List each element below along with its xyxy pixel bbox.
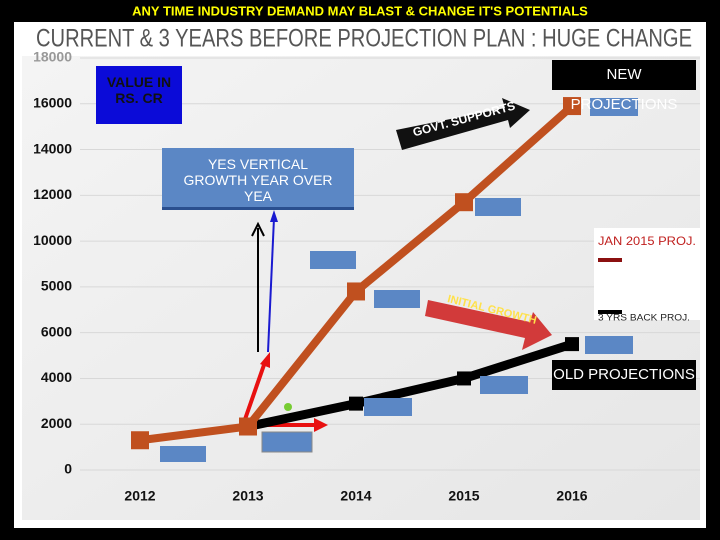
label-boxes (160, 98, 638, 462)
label-box (364, 398, 412, 416)
red-arrow (241, 361, 267, 426)
point-marker (239, 417, 257, 436)
label-box (475, 198, 521, 216)
y-tick-label: 12000 (33, 186, 72, 202)
label-box (160, 446, 206, 462)
label-box (585, 336, 633, 354)
point-marker (131, 431, 149, 450)
y-tick-label: 10000 (33, 232, 72, 248)
legend: JAN 2015 PROJ. 3 YRS BACK PROJ. (594, 228, 700, 322)
label-box (480, 376, 528, 394)
decorations (241, 98, 552, 432)
y-tick-label: 4000 (41, 369, 72, 385)
point-marker (457, 371, 471, 386)
black-arrow-head (251, 221, 265, 237)
legend-box (594, 228, 700, 320)
chart-title: CURRENT & 3 YEARS BEFORE PROJECTION PLAN… (36, 25, 692, 53)
blue-arrow (267, 217, 275, 353)
growth-arrow (425, 300, 552, 350)
point-marker (455, 193, 473, 212)
y-tick-label: 0 (64, 461, 72, 477)
y-tick-label: 14000 (33, 140, 72, 156)
y-tick-label: 5000 (41, 278, 72, 294)
y-tick-label: 16000 (33, 94, 72, 110)
x-tick-label: 2012 (124, 488, 155, 504)
y-tick-label: 6000 (41, 323, 72, 339)
label-box (310, 251, 356, 269)
label-box (590, 98, 638, 116)
old-projections: OLD PROJECTIONS (552, 360, 696, 390)
legend-label: 3 YRS BACK PROJ. (598, 312, 690, 322)
blue-arrow-head (270, 210, 278, 222)
x-tick-label: 2015 (448, 488, 479, 504)
red-arrow-head (314, 418, 328, 432)
series-line (247, 339, 574, 431)
y-tick-label: 2000 (41, 415, 72, 431)
unit-note: VALUE IN RS. CR (96, 66, 182, 124)
x-tick-label: 2014 (340, 488, 371, 504)
x-tick-label: 2016 (556, 488, 587, 504)
point-marker (563, 97, 581, 116)
govt-arrow (396, 98, 530, 150)
point-marker (349, 396, 363, 411)
new-projections: NEW PROJECTIONS (552, 60, 696, 113)
handle (284, 403, 292, 411)
series (131, 97, 581, 450)
grid: 0 2000 4000 6000 5000 10000 12000 14000 16000 180… (33, 49, 700, 504)
y-tick-label: 18000 (33, 49, 72, 65)
label-box (261, 431, 313, 453)
point-marker (565, 337, 579, 352)
x-tick-label: 2013 (232, 488, 263, 504)
growth-note: YES VERTICAL GROWTH YEAR OVER YEA (162, 148, 354, 210)
red-arrow-head (260, 352, 270, 368)
point-marker (347, 282, 365, 301)
label-box (374, 290, 420, 308)
banner: ANY TIME INDUSTRY DEMAND MAY BLAST & CHA… (132, 3, 588, 18)
legend-label: JAN 2015 PROJ. (598, 234, 696, 248)
